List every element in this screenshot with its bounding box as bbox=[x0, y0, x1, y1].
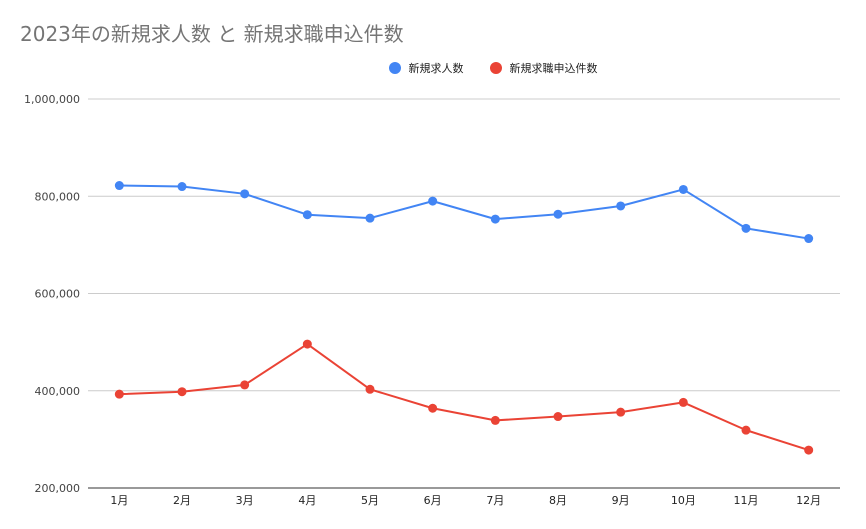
legend-label-series-2: 新規求職申込件数 bbox=[509, 62, 598, 75]
data-point[interactable] bbox=[741, 425, 751, 435]
data-point[interactable] bbox=[553, 209, 563, 219]
series-2 bbox=[114, 339, 814, 455]
data-point[interactable] bbox=[365, 384, 375, 394]
data-point[interactable] bbox=[490, 415, 500, 425]
legend-label-series-1: 新規求人数 bbox=[408, 62, 464, 75]
x-tick-label: 3月 bbox=[236, 494, 254, 507]
data-point[interactable] bbox=[804, 234, 814, 244]
series-layer bbox=[114, 181, 814, 455]
y-tick-label: 1,000,000 bbox=[24, 93, 80, 106]
x-axis-ticks: 1月 2月 3月 4月 5月 6月 7月 8月 9月 10月 11月 12月 bbox=[110, 494, 821, 507]
x-tick-label: 10月 bbox=[671, 494, 696, 507]
series-1 bbox=[114, 181, 814, 244]
data-point[interactable] bbox=[741, 223, 751, 233]
data-point[interactable] bbox=[114, 389, 124, 399]
x-tick-label: 8月 bbox=[549, 494, 567, 507]
y-tick-label: 200,000 bbox=[35, 482, 81, 495]
legend-item-series-1[interactable]: 新規求人数 bbox=[388, 60, 464, 76]
data-point[interactable] bbox=[678, 184, 688, 194]
data-point[interactable] bbox=[616, 407, 626, 417]
data-point[interactable] bbox=[177, 387, 187, 397]
legend-item-series-2[interactable]: 新規求職申込件数 bbox=[489, 60, 598, 76]
data-point[interactable] bbox=[365, 213, 375, 223]
series-line-2 bbox=[119, 343, 809, 452]
chart-legend: 新規求人数 新規求職申込件数 bbox=[0, 60, 866, 76]
data-point[interactable] bbox=[490, 214, 500, 224]
data-point[interactable] bbox=[240, 380, 250, 390]
x-tick-label: 6月 bbox=[424, 494, 442, 507]
data-point[interactable] bbox=[302, 339, 312, 349]
chart-title: 2023年の新規求人数 と 新規求職申込件数 bbox=[20, 22, 404, 46]
x-tick-label: 12月 bbox=[796, 494, 821, 507]
x-tick-label: 4月 bbox=[298, 494, 316, 507]
y-tick-label: 400,000 bbox=[35, 385, 81, 398]
data-point[interactable] bbox=[804, 445, 814, 455]
data-point[interactable] bbox=[616, 201, 626, 211]
data-point[interactable] bbox=[428, 196, 438, 206]
x-tick-label: 1月 bbox=[110, 494, 128, 507]
series-line-1 bbox=[119, 184, 809, 240]
x-tick-label: 9月 bbox=[612, 494, 630, 507]
data-point[interactable] bbox=[240, 189, 250, 199]
x-tick-label: 11月 bbox=[734, 494, 759, 507]
y-axis-ticks: 200,000 400,000 600,000 800,000 1,000,000 bbox=[24, 93, 80, 495]
legend-marker-series-2 bbox=[489, 62, 502, 74]
legend-marker-series-1 bbox=[388, 62, 401, 74]
x-tick-label: 2月 bbox=[173, 494, 191, 507]
y-tick-label: 600,000 bbox=[35, 288, 81, 301]
x-tick-label: 5月 bbox=[361, 494, 379, 507]
data-point[interactable] bbox=[114, 181, 124, 191]
data-point[interactable] bbox=[678, 397, 688, 407]
data-point[interactable] bbox=[177, 182, 187, 192]
grid-layer bbox=[88, 98, 840, 489]
y-tick-label: 800,000 bbox=[35, 190, 81, 203]
data-point[interactable] bbox=[553, 412, 563, 422]
data-point[interactable] bbox=[428, 403, 438, 413]
data-point[interactable] bbox=[302, 210, 312, 220]
x-tick-label: 7月 bbox=[486, 494, 504, 507]
